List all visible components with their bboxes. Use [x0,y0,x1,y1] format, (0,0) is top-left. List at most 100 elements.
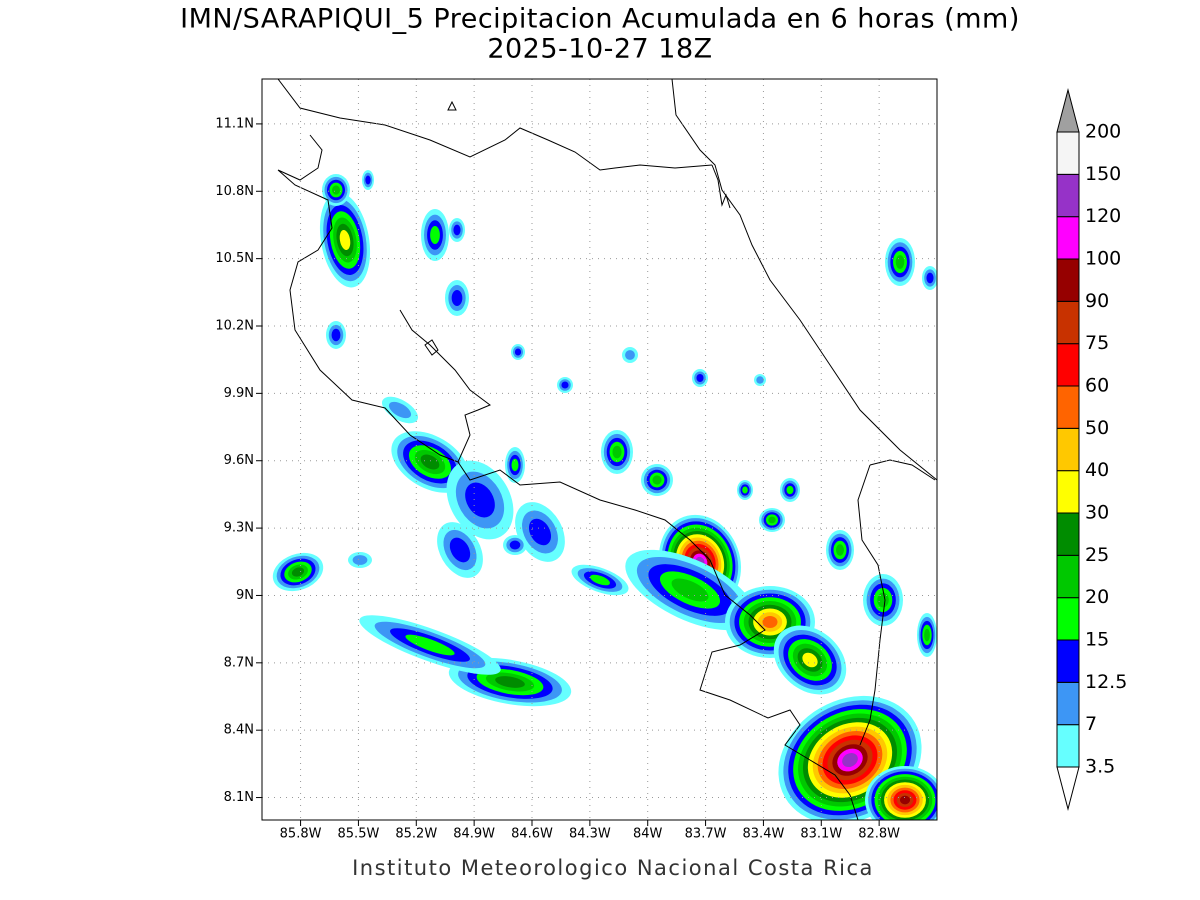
rain-contour [895,255,905,269]
rain-contour [561,381,569,389]
y-tick-label: 9N [236,588,254,603]
colorbar-box [1056,681,1080,726]
colorbar-box [1056,216,1080,260]
coastline [277,134,491,463]
rain-contour [453,224,461,236]
colorbar-label: 40 [1085,459,1109,481]
rain-contour [420,454,440,470]
x-tick-label: 83.7W [685,827,727,842]
rain-contour [451,290,463,306]
rain-contour [899,795,911,805]
rain-contour [430,225,440,245]
colorbar-box [1056,597,1080,641]
colorbar-box [1056,258,1080,302]
colorbar-box [1056,173,1080,218]
colorbar-label: 15 [1085,629,1109,651]
rain-contour [877,592,889,608]
rain-contour [291,567,305,577]
rain-contour [514,348,522,356]
rain-contour [696,374,704,382]
colorbar-label: 90 [1085,290,1109,312]
y-tick-label: 9.9N [224,386,254,401]
rain-contour [332,185,340,195]
rain-contour [352,555,368,565]
x-tick-label: 84.6W [511,827,553,842]
rain-contour [388,401,412,419]
rain-contour [590,574,610,586]
coastline [277,79,713,171]
rain-contour [509,540,521,550]
x-tick-label: 85.5W [338,827,380,842]
plot-frame [261,78,938,821]
title: IMN/SARAPIQUI_5 Precipitacion Acumulada … [180,4,1020,35]
colorbar-box [1056,385,1080,429]
x-tick-label: 82.8W [858,827,900,842]
rain-contour [926,272,934,284]
rain-contour [612,445,622,459]
rain-contour [449,537,471,563]
coastline [424,100,457,356]
colorbar-label: 60 [1085,375,1109,397]
colorbar-label: 20 [1085,586,1109,608]
rain-contour [528,518,552,546]
coastline [857,459,936,746]
x-tick-label: 83.1W [800,827,842,842]
rain-contour [339,230,351,250]
colorbar: 3.5 7 12.5 15 20 25 30 40 50 60 75 90 100 120 150 200 [1056,88,1127,811]
colorbar-label: 200 [1085,121,1121,143]
colorbar-box [1056,427,1080,472]
y-tick-label: 9.3N [224,521,254,536]
colorbar-box [1056,512,1080,556]
rain-contour [511,458,519,472]
footer: Instituto Meteorologico Nacional Costa R… [352,856,874,880]
subtitle: 2025-10-27 18Z [487,34,712,65]
colorbar-label: 12.5 [1085,671,1127,693]
colorbar-label: 75 [1085,332,1109,354]
colorbar-under [1056,766,1080,811]
rain-contour [842,752,858,768]
coastline [457,461,859,820]
rain-contour [836,544,844,556]
y-tick-label: 10.5N [215,251,254,266]
rain-contour [756,376,764,384]
rain-contour [625,350,635,360]
colorbar-label: 50 [1085,417,1109,439]
y-tick-label: 10.8N [215,184,254,199]
rain-contour [331,328,341,342]
colorbar-box [1056,554,1080,599]
rain-contour [495,676,525,688]
colorbar-box [1056,470,1080,514]
coastlines [277,79,937,820]
y-tick-label: 11.1N [215,116,254,131]
rain-contour [671,578,709,602]
colorbar-box [1056,343,1080,387]
y-tick-label: 8.7N [224,655,254,670]
y-tick-label: 8.4N [224,723,254,738]
rain-contour [652,475,662,485]
rain-contour [465,482,495,518]
x-tick-label: 85.2W [395,827,437,842]
rain-contour [365,175,371,185]
colorbar-label: 120 [1085,205,1121,227]
rain-contour [762,616,778,628]
coastline [711,164,731,209]
y-tick-label: 10.2N [215,319,254,334]
colorbar-label: 150 [1085,163,1121,185]
rain-contour [742,486,748,494]
colorbar-box [1056,131,1080,175]
colorbar-label: 30 [1085,502,1109,524]
x-tick-label: 84.3W [569,827,611,842]
x-tick-label: 84.9W [453,827,495,842]
colorbar-label: 7 [1085,713,1097,735]
rain-contour [768,516,776,524]
axes: 85.8W 85.5W 85.2W 84.9W 84.6W 84.3W 84W 83.7W 83… [215,79,937,842]
rain-contour [924,628,930,642]
y-tick-label: 9.6N [224,453,254,468]
precipitation-field [272,170,937,820]
coastline [671,79,937,481]
rain-contour [786,485,794,495]
rain-contour [405,634,455,656]
colorbar-box [1056,724,1080,768]
rain-contour [802,652,818,668]
